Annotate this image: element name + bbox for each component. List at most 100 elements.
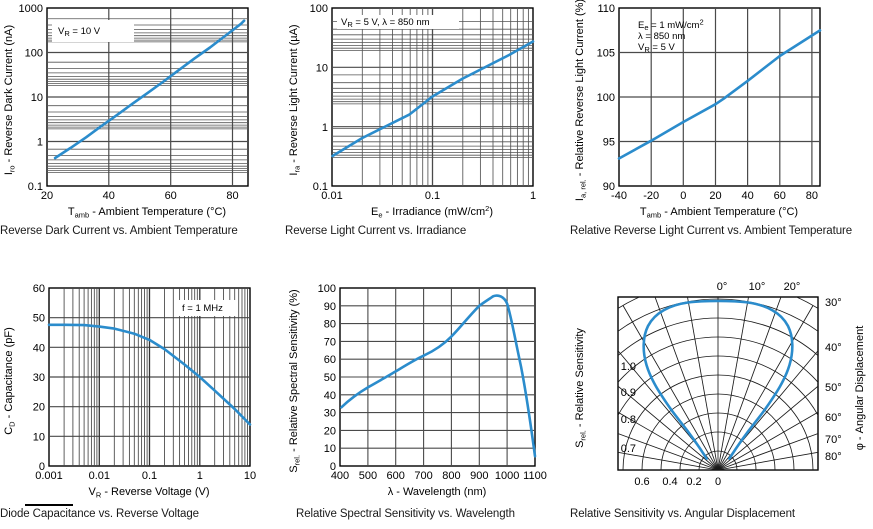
y-axis-subscript: rel. — [579, 430, 588, 440]
svg-text:λ = 850 nm: λ = 850 nm — [638, 31, 685, 42]
chart-caption-3: Relative Reverse Light Current vs. Ambie… — [570, 225, 853, 237]
svg-text:1: 1 — [197, 470, 203, 482]
scale-label-1-0: 1.0 — [621, 361, 636, 373]
chart-cell-1: Iro - Reverse Dark Current (nA) — [0, 0, 290, 222]
y-axis-subscript: ro — [8, 165, 17, 172]
x-tick-labels: 0.001 0.01 0.1 1 10 — [35, 470, 256, 482]
svg-text:30: 30 — [324, 408, 336, 420]
annotation-text: Ee = 1 mW/cm2 λ = 850 nm VR = 5 V — [638, 18, 704, 55]
svg-text:1: 1 — [322, 122, 328, 134]
svg-text:80°: 80° — [825, 451, 842, 463]
chart-cell-4: CD - Capacitance (pF) — [0, 278, 290, 504]
svg-text:Srel. - Relative Spectral Sens: Srel. - Relative Spectral Sensitivity (%… — [288, 289, 302, 472]
svg-text:40: 40 — [33, 342, 45, 354]
svg-text:50°: 50° — [825, 382, 842, 394]
grid-major-vertical — [650, 8, 813, 186]
svg-text:1: 1 — [530, 190, 536, 202]
y-axis-label: Srel. - Relative Sensitivity — [574, 328, 588, 448]
svg-text:50: 50 — [33, 313, 45, 325]
x-tick-labels: 0.01 0.1 1 — [321, 190, 536, 202]
y-axis-subscript: D — [8, 421, 17, 427]
y-axis-symbol: S — [288, 465, 300, 472]
svg-text:10: 10 — [244, 470, 256, 482]
annotation-box-bg — [176, 300, 238, 316]
svg-text:0: 0 — [680, 190, 686, 202]
svg-text:0°: 0° — [717, 281, 728, 293]
svg-text:10: 10 — [324, 443, 336, 455]
annotation-text: VR = 5 V, λ = 850 nm — [341, 17, 430, 29]
y-axis-text: - Capacitance (pF) — [3, 327, 15, 421]
y-tick-labels: 100 90 80 70 60 50 40 30 20 10 0 — [318, 283, 336, 473]
svg-text:10: 10 — [31, 92, 43, 104]
svg-text:60: 60 — [33, 283, 45, 295]
svg-text:40: 40 — [103, 190, 115, 202]
svg-text:500: 500 — [359, 470, 377, 482]
y-axis-symbol: I — [574, 198, 586, 201]
svg-text:0: 0 — [39, 461, 45, 473]
y-tick-labels: 100 10 1 0.1 — [310, 3, 328, 193]
x-axis-label: λ - Wavelength (nm) — [388, 486, 487, 498]
right-axis-label: φ - Angular Displacement — [854, 326, 866, 451]
svg-text:400: 400 — [331, 470, 349, 482]
svg-text:20: 20 — [41, 190, 53, 202]
svg-text:Ia, rel. - Relative Reverse Li: Ia, rel. - Relative Reverse Light Curren… — [574, 0, 588, 201]
svg-text:CD - Capacitance (pF): CD - Capacitance (pF) — [3, 327, 17, 435]
svg-text:40: 40 — [324, 390, 336, 402]
svg-text:10: 10 — [33, 431, 45, 443]
svg-text:30: 30 — [33, 372, 45, 384]
chart-diode-capacitance: CD - Capacitance (pF) — [3, 283, 256, 500]
svg-text:0.01: 0.01 — [89, 470, 110, 482]
svg-text:0.4: 0.4 — [662, 476, 677, 488]
x-axis-label: Tamb - Ambient Temperature (°C) — [640, 206, 798, 220]
x-tick-labels: 20 40 60 80 — [41, 190, 239, 202]
svg-text:90: 90 — [324, 301, 336, 313]
svg-text:0.1: 0.1 — [142, 470, 157, 482]
svg-text:100: 100 — [25, 48, 43, 60]
scale-label-0-7: 0.7 — [621, 443, 636, 455]
svg-text:0: 0 — [715, 476, 721, 488]
y-axis-symbol: I — [288, 173, 300, 176]
svg-text:1: 1 — [37, 137, 43, 149]
y-tick-labels: 1000 100 10 1 0.1 — [19, 3, 43, 193]
svg-text:70: 70 — [324, 336, 336, 348]
top-angle-labels: 0° 10° 20° — [717, 281, 801, 293]
svg-text:20: 20 — [324, 425, 336, 437]
svg-text:1100: 1100 — [523, 470, 547, 482]
y-axis-text: - Relative Sensitivity — [574, 328, 586, 431]
annotation-box-bg — [52, 20, 134, 42]
annotation-text: VR = 10 V — [58, 26, 101, 38]
chart-reverse-light-current: Ira - Reverse Light Current (µA) — [288, 3, 536, 220]
chart-caption-5: Relative Spectral Sensitivity vs. Wavele… — [296, 508, 515, 520]
svg-text:80: 80 — [226, 190, 238, 202]
chart-cell-5: Srel. - Relative Spectral Sensitivity (%… — [285, 278, 575, 504]
data-series-line — [331, 40, 535, 158]
svg-text:10°: 10° — [749, 281, 766, 293]
svg-text:1000: 1000 — [495, 470, 519, 482]
svg-text:0.6: 0.6 — [634, 476, 649, 488]
y-axis-text: - Relative Spectral Sensitivity (%) — [288, 289, 300, 455]
svg-text:105: 105 — [597, 48, 615, 60]
scale-label-0-9: 0.9 — [621, 387, 636, 399]
chart-cell-3: Ia, rel. - Relative Reverse Light Curren… — [570, 0, 873, 222]
y-axis-text: - Relative Reverse Light Current (%) — [574, 0, 586, 179]
y-axis-label: Ira - Reverse Light Current (µA) — [288, 24, 302, 175]
x-axis-label: VR - Reverse Voltage (V) — [89, 486, 210, 500]
svg-text:20: 20 — [709, 190, 721, 202]
svg-text:0.01: 0.01 — [321, 190, 342, 202]
chart-cell-2: Ira - Reverse Light Current (µA) — [285, 0, 575, 222]
svg-text:φ - Angular Displacement: φ - Angular Displacement — [854, 326, 866, 451]
chart-caption-6: Relative Sensitivity vs. Angular Displac… — [570, 508, 795, 520]
svg-text:0.1: 0.1 — [425, 190, 440, 202]
svg-text:20°: 20° — [784, 281, 801, 293]
data-series-line — [617, 29, 822, 160]
svg-text:900: 900 — [470, 470, 488, 482]
data-series-line — [53, 19, 246, 160]
data-series-line — [642, 299, 794, 460]
chart-reverse-dark-current: Iro - Reverse Dark Current (nA) — [3, 3, 249, 220]
svg-text:Iro - Reverse Dark Current (nA: Iro - Reverse Dark Current (nA) — [3, 25, 17, 175]
svg-text:700: 700 — [414, 470, 432, 482]
svg-text:Ira - Reverse Light Current (µ: Ira - Reverse Light Current (µA) — [288, 24, 302, 175]
x-axis-label: Tamb - Ambient Temperature (°C) — [68, 206, 226, 220]
data-series-line — [340, 294, 537, 458]
x-tick-labels: 400 500 600 700 800 900 1000 1100 — [331, 470, 547, 482]
